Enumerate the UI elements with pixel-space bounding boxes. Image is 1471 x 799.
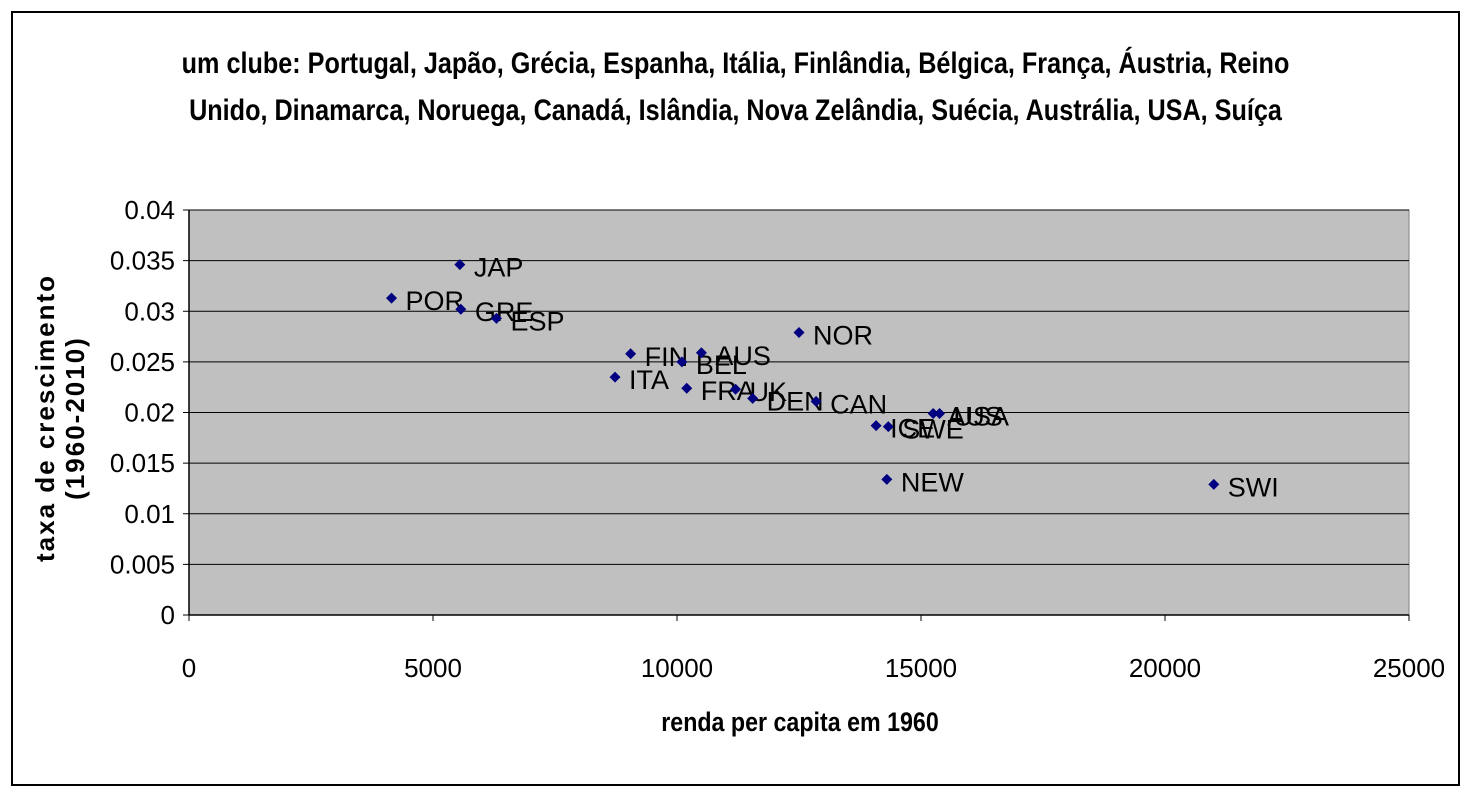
chart-title: um clube: Portugal, Japão, Grécia, Espan… bbox=[168, 40, 1303, 134]
data-point-label: ESP bbox=[510, 306, 564, 336]
data-point-marker bbox=[625, 348, 637, 360]
data-point-label: POR bbox=[406, 286, 465, 316]
data-point-marker bbox=[730, 383, 742, 395]
data-point-marker bbox=[747, 392, 759, 404]
y-tick-label: 0 bbox=[161, 600, 175, 630]
data-point-label: USA bbox=[954, 402, 1010, 432]
data-point-marker bbox=[695, 347, 707, 359]
y-axis-label-line-2: (1960-2010) bbox=[60, 336, 90, 500]
y-tick-label: 0.01 bbox=[124, 499, 175, 529]
data-point-marker bbox=[927, 408, 939, 420]
data-point-marker bbox=[386, 292, 398, 304]
data-point-label: NOR bbox=[813, 321, 873, 351]
data-point-marker bbox=[609, 371, 621, 383]
x-tick-label: 20000 bbox=[1129, 653, 1201, 683]
data-point-label: GRE bbox=[475, 297, 534, 327]
data-point-label: AUS bbox=[947, 402, 1003, 432]
data-point-label: FRA bbox=[701, 376, 755, 406]
x-tick-label: 5000 bbox=[404, 653, 462, 683]
y-tick-label: 0.02 bbox=[124, 398, 175, 428]
data-point-label: CAN bbox=[830, 389, 887, 419]
data-point-marker bbox=[870, 420, 882, 432]
data-point-marker bbox=[490, 312, 502, 324]
data-point-marker bbox=[681, 382, 693, 394]
x-tick-label: 10000 bbox=[641, 653, 713, 683]
x-tick-label: 0 bbox=[182, 653, 196, 683]
x-tick-label: 25000 bbox=[1373, 653, 1445, 683]
data-point-marker bbox=[455, 303, 467, 315]
data-point-label: FIN bbox=[645, 342, 689, 372]
y-tick-label: 0.025 bbox=[110, 347, 175, 377]
data-point-marker bbox=[1208, 478, 1220, 490]
data-point-marker bbox=[676, 356, 688, 368]
data-point-label: JAP bbox=[474, 253, 524, 283]
chart-title-line-1: um clube: Portugal, Japão, Grécia, Espan… bbox=[181, 47, 1290, 80]
data-point-label: ICE bbox=[890, 414, 935, 444]
data-point-marker bbox=[810, 395, 822, 407]
data-point-marker bbox=[454, 259, 466, 271]
data-point-marker bbox=[934, 408, 946, 420]
y-axis-label-line-1: taxa de crescimento bbox=[30, 273, 60, 563]
data-point-label: AUS bbox=[715, 341, 771, 371]
data-point-label: NEW bbox=[901, 467, 965, 497]
y-tick-label: 0.015 bbox=[110, 448, 175, 478]
x-tick-label: 15000 bbox=[885, 653, 957, 683]
y-tick-label: 0.04 bbox=[124, 195, 175, 225]
y-tick-label: 0.03 bbox=[124, 296, 175, 326]
data-point-label: ITA bbox=[629, 365, 669, 395]
data-point-label: UK bbox=[750, 377, 788, 407]
data-point-label: SWI bbox=[1228, 472, 1279, 502]
chart-title-line-2: Unido, Dinamarca, Noruega, Canadá, Islân… bbox=[189, 94, 1282, 127]
y-tick-label: 0.035 bbox=[110, 246, 175, 276]
data-point-label: SWE bbox=[902, 415, 964, 445]
x-axis-label: renda per capita em 1960 bbox=[661, 707, 939, 737]
y-tick-label: 0.005 bbox=[110, 549, 175, 579]
data-point-marker bbox=[881, 473, 893, 485]
data-point-marker bbox=[882, 421, 894, 433]
data-point-marker bbox=[793, 327, 805, 339]
